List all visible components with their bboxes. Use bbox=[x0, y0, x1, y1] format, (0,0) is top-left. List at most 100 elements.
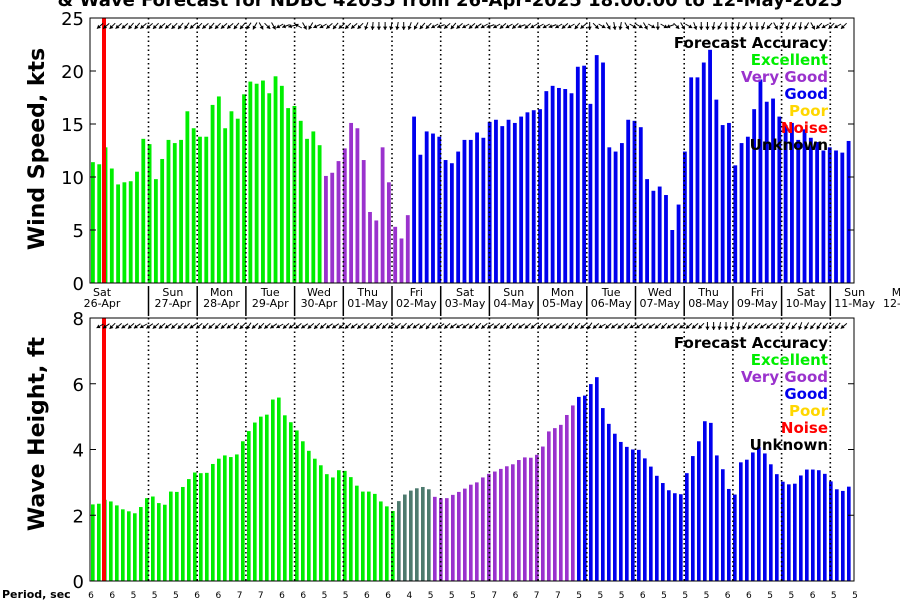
wave-direction-arrow bbox=[115, 323, 122, 329]
wind-arrow-head bbox=[766, 25, 771, 30]
wind-direction-arrow bbox=[109, 22, 116, 30]
wave-direction-arrow bbox=[443, 323, 451, 329]
wind-direction-arrow bbox=[189, 23, 197, 29]
wind-direction-arrow bbox=[505, 23, 513, 29]
wave-arrow-head bbox=[642, 324, 647, 329]
wave-arrow-head bbox=[338, 324, 343, 329]
wind-direction-arrow bbox=[804, 22, 810, 30]
wind-arrow-head bbox=[774, 25, 778, 30]
wave-bar bbox=[619, 441, 623, 581]
wind-arrow-head bbox=[742, 25, 747, 30]
wind-bar bbox=[468, 139, 473, 283]
wind-direction-arrow bbox=[177, 22, 184, 30]
wind-arrow-head bbox=[313, 24, 318, 29]
wind-arrow-head bbox=[308, 25, 313, 30]
wind-arrow-head bbox=[431, 24, 436, 29]
wave-bar bbox=[499, 468, 503, 581]
wind-arrow-head bbox=[220, 24, 225, 29]
wind-bar bbox=[210, 104, 215, 283]
wave-direction-arrow bbox=[517, 323, 526, 329]
day-date-label: 04-May bbox=[493, 297, 534, 310]
wave-direction-arrow bbox=[635, 323, 643, 329]
wave-legend-title: Forecast Accuracy bbox=[674, 334, 828, 352]
wind-direction-arrow bbox=[456, 23, 463, 29]
wave-bar bbox=[781, 481, 785, 581]
wave-direction-arrow bbox=[747, 322, 755, 330]
wind-bar bbox=[235, 118, 240, 283]
wind-arrow-head bbox=[625, 25, 630, 30]
wind-direction-arrow bbox=[840, 22, 847, 30]
wind-direction-arrow bbox=[140, 23, 147, 29]
period-value: 5 bbox=[428, 591, 434, 600]
period-value: 6 bbox=[194, 591, 200, 600]
wave-arrow-head bbox=[698, 324, 703, 329]
wind-bar bbox=[191, 128, 196, 283]
wave-bar bbox=[253, 422, 257, 581]
wave-arrow-head bbox=[388, 324, 393, 329]
wave-direction-arrow bbox=[331, 323, 340, 329]
wind-bar bbox=[399, 238, 404, 283]
wind-bar bbox=[821, 150, 826, 283]
wind-bar bbox=[418, 154, 423, 283]
wind-ytick-label: 10 bbox=[61, 168, 84, 189]
wave-direction-arrow bbox=[214, 322, 221, 330]
wind-bar bbox=[720, 125, 725, 283]
wave-direction-arrow bbox=[685, 323, 693, 329]
wind-bar bbox=[783, 125, 788, 283]
wave-arrow-head bbox=[717, 326, 722, 330]
wave-direction-arrow bbox=[350, 323, 358, 329]
wind-direction-arrow bbox=[430, 23, 439, 29]
wind-direction-arrow bbox=[382, 22, 388, 30]
period-row: Period, sec 6 6 5 5 5 6 6 7 7 6 6 5 5 6 6 4 5 5 5 7 6 7 7 5 5 5 6 5… bbox=[2, 588, 858, 600]
wind-bar bbox=[267, 93, 272, 283]
wave-bar bbox=[565, 414, 569, 581]
wave-bar bbox=[553, 428, 557, 581]
wave-direction-arrow bbox=[276, 323, 284, 329]
wind-direction-arrow bbox=[779, 22, 785, 30]
wave-legend-item: Unknown bbox=[750, 436, 828, 454]
wind-bar bbox=[128, 181, 133, 283]
wave-direction-arrow bbox=[791, 322, 798, 330]
wind-direction-arrow bbox=[536, 23, 544, 29]
wave-arrow-head bbox=[152, 324, 157, 329]
wind-bar bbox=[336, 161, 341, 283]
wave-arrow-head bbox=[685, 324, 690, 329]
wave-arrow-head bbox=[840, 324, 845, 329]
wave-arrow-head bbox=[753, 324, 758, 329]
wave-arrow-head bbox=[121, 324, 126, 329]
wave-arrow-head bbox=[648, 324, 653, 329]
wind-direction-arrow bbox=[711, 21, 716, 31]
wave-bar bbox=[481, 477, 485, 581]
wave-bar bbox=[691, 456, 695, 581]
wind-direction-arrow bbox=[128, 22, 134, 30]
wave-bar bbox=[307, 450, 311, 581]
wind-arrow-head bbox=[303, 25, 307, 30]
wave-direction-arrow bbox=[828, 322, 835, 330]
wave-bar bbox=[343, 470, 347, 581]
day-name-label: Thu bbox=[697, 286, 719, 299]
wave-arrow-head bbox=[512, 324, 517, 329]
wave-direction-arrow bbox=[536, 322, 544, 330]
period-value: 5 bbox=[470, 591, 476, 600]
wind-direction-arrow bbox=[474, 23, 482, 29]
period-value: 5 bbox=[173, 591, 179, 600]
wind-direction-arrow bbox=[554, 23, 563, 29]
period-value: 6 bbox=[88, 591, 94, 600]
wind-direction-arrow bbox=[276, 23, 284, 29]
wave-bar bbox=[799, 475, 803, 581]
wave-bar bbox=[397, 501, 401, 581]
wind-direction-arrow bbox=[693, 22, 698, 30]
wave-bar bbox=[703, 421, 707, 581]
wind-direction-arrow bbox=[517, 24, 526, 29]
wave-direction-arrows bbox=[96, 321, 848, 331]
wave-direction-arrow bbox=[195, 323, 203, 329]
wind-bar bbox=[185, 111, 190, 283]
wave-bar bbox=[211, 463, 215, 581]
wind-bar bbox=[286, 108, 291, 283]
wave-bar bbox=[229, 457, 233, 581]
wave-arrow-head bbox=[400, 324, 405, 329]
wave-direction-arrow bbox=[648, 323, 656, 329]
wind-direction-arrow bbox=[647, 23, 656, 29]
wave-arrow-head bbox=[679, 324, 684, 329]
wind-direction-arrow bbox=[288, 24, 297, 29]
